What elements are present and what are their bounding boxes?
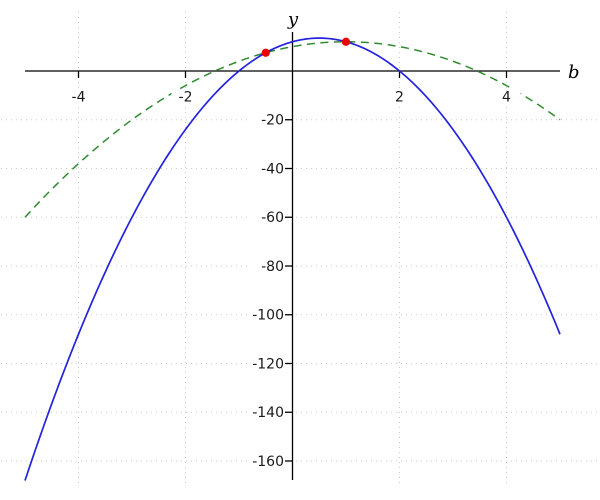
y-tick-label-bg [248, 453, 285, 469]
intersection-point [261, 48, 270, 57]
curves [24, 37, 561, 481]
y-tick-label: -140 [252, 405, 284, 421]
y-tick-label-bg [248, 112, 285, 128]
y-tick-label: -80 [261, 259, 284, 275]
y-tick-label: -60 [261, 210, 284, 226]
y-tick-label-bg [248, 161, 285, 176]
y-tick-label: -120 [252, 356, 284, 372]
x-tick-label-bg [385, 89, 414, 104]
y-tick-label-bg [248, 356, 285, 371]
x-tick-label: -4 [72, 90, 86, 106]
y-tick-label-bg [248, 258, 285, 274]
y-tick-label: -100 [252, 308, 284, 324]
axes [25, 32, 560, 480]
y-axis-label: y [287, 9, 299, 30]
y-tick-label-bg [248, 307, 285, 323]
x-tick-label: 4 [502, 90, 511, 106]
x-axis-label: b [568, 62, 580, 83]
y-tick-label-bg [248, 404, 285, 420]
y-tick-label: -40 [261, 161, 284, 177]
y-tick-label: -20 [261, 113, 284, 129]
intersection-point [341, 37, 351, 46]
tick-labels: -4 -2 2 4 -20 -40 -60 -80 -100 -120 -140 -160 [64, 89, 521, 470]
y-tick-label-bg [248, 209, 285, 225]
solid-parabola-curve [24, 37, 561, 481]
x-tick-label-bg [171, 89, 200, 104]
x-tick-label: 2 [395, 90, 404, 106]
x-tick-label: -2 [179, 90, 193, 106]
gridlines [1, 12, 598, 487]
dashed-parabola-curve [24, 40, 561, 218]
x-tick-label-bg [64, 89, 93, 104]
x-tick-label-bg [492, 89, 521, 104]
marked-points [261, 37, 351, 57]
y-tick-label: -160 [252, 454, 284, 470]
